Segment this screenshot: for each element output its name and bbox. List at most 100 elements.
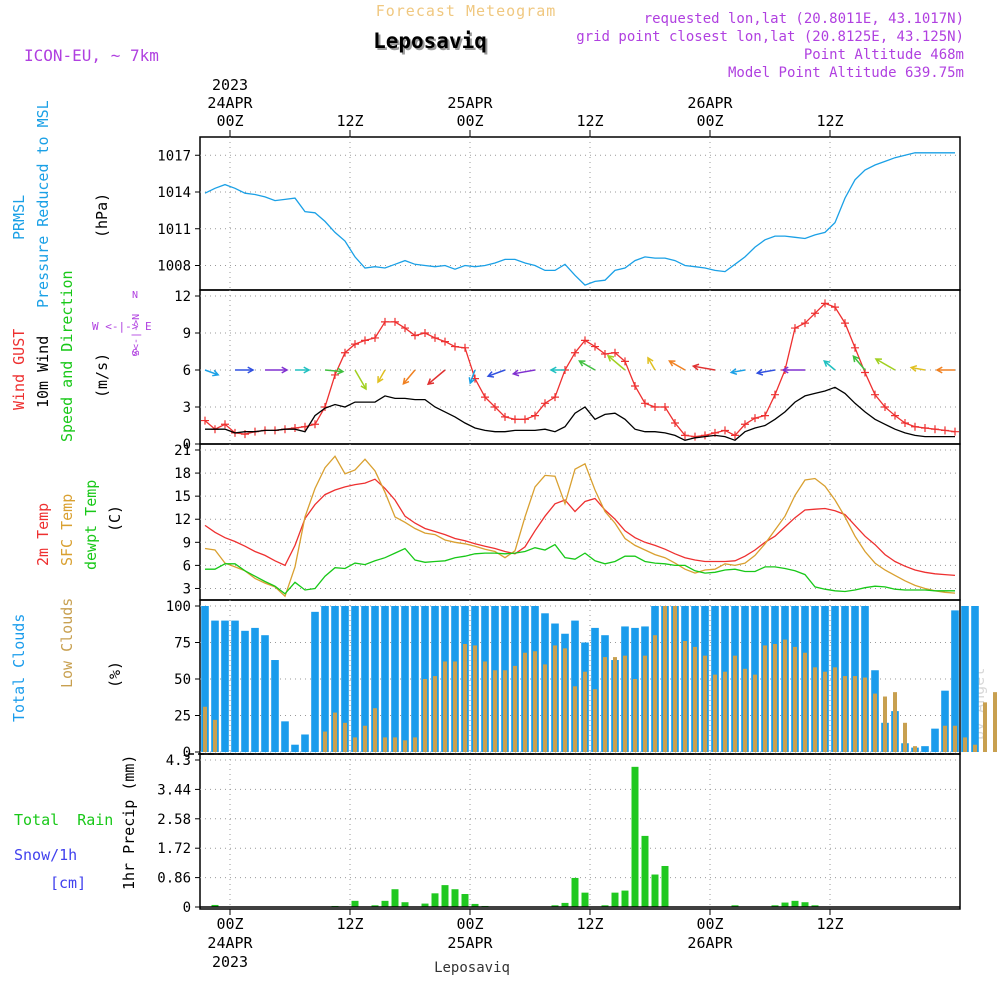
gust-marker bbox=[511, 415, 519, 424]
bar-rain bbox=[391, 889, 399, 907]
wind-ytick-label: 9 bbox=[183, 326, 191, 342]
gust-marker bbox=[831, 303, 839, 312]
requested-coords: requested lon,lat (20.8011E, 43.1017N) bbox=[644, 11, 964, 27]
gust-marker bbox=[361, 336, 369, 345]
gust-marker bbox=[291, 423, 299, 432]
wind-dir-arrowhead bbox=[377, 376, 384, 384]
gust-marker bbox=[371, 333, 379, 342]
bar-low-clouds bbox=[603, 657, 607, 752]
precip-unit: 1hr Precip (mm) bbox=[120, 755, 138, 890]
bar-total-clouds bbox=[331, 606, 339, 752]
wind-dir-arrow bbox=[469, 369, 476, 384]
low-clouds-label: Low Clouds bbox=[58, 598, 76, 688]
temperature-panel: 3 6 9 12 15 18 21 bbox=[174, 443, 961, 601]
bar-total-clouds bbox=[361, 606, 369, 752]
bar-low-clouds bbox=[503, 670, 507, 752]
gust-marker bbox=[601, 349, 609, 358]
bar-low-clouds bbox=[553, 645, 557, 752]
temperature-ytick-label: 15 bbox=[174, 489, 191, 505]
pressure-frame bbox=[199, 136, 961, 291]
gust-marker bbox=[721, 426, 729, 435]
bar-low-clouds bbox=[383, 737, 387, 752]
temperature-ytick-label: 18 bbox=[174, 466, 191, 482]
bar-low-clouds bbox=[323, 731, 327, 752]
bar-rain bbox=[581, 892, 589, 907]
bar-low-clouds bbox=[683, 641, 687, 752]
bar-total-clouds bbox=[381, 606, 389, 752]
bar-low-clouds bbox=[423, 679, 427, 752]
wind-dir-arrow bbox=[875, 358, 896, 371]
footer-location: Leposaviq bbox=[434, 960, 510, 976]
sfc-temp-label: SFC Temp bbox=[58, 494, 76, 566]
wind-dir-arrow bbox=[757, 369, 776, 374]
gust-marker bbox=[411, 331, 419, 340]
bar-low-clouds bbox=[453, 661, 457, 752]
bar-low-clouds bbox=[703, 655, 707, 752]
wind-dir-arrow bbox=[731, 369, 746, 374]
temp-unit: (C) bbox=[106, 505, 124, 532]
bottom-time-label: 00Z bbox=[216, 915, 243, 933]
wind-dir-arrow bbox=[823, 360, 836, 371]
gust-marker bbox=[541, 399, 549, 408]
gust-marker bbox=[881, 403, 889, 411]
wind-dir-arrow bbox=[513, 369, 536, 375]
bar-low-clouds bbox=[353, 737, 357, 752]
wind-dir-arrowhead bbox=[486, 371, 495, 378]
bar-low-clouds bbox=[903, 722, 907, 752]
bar-low-clouds bbox=[213, 719, 217, 752]
bottom-time-label: 12Z bbox=[816, 915, 843, 933]
temperature-ytick-label: 21 bbox=[174, 443, 191, 459]
bar-rain bbox=[661, 865, 669, 907]
bar-low-clouds bbox=[993, 692, 997, 752]
bottom-time-label: 2023 bbox=[212, 953, 248, 971]
wind-dir-arrowhead bbox=[468, 377, 476, 385]
gust-marker bbox=[801, 319, 809, 328]
bar-low-clouds bbox=[963, 737, 967, 752]
total-rain-label: Total Rain bbox=[14, 811, 113, 829]
series-sfc-temp bbox=[204, 455, 956, 598]
snow-unit-label: [cm] bbox=[50, 874, 86, 892]
bar-rain bbox=[421, 903, 429, 907]
bar-low-clouds bbox=[343, 722, 347, 752]
gust-marker bbox=[741, 420, 749, 429]
bar-rain bbox=[551, 905, 559, 907]
bar-low-clouds bbox=[583, 671, 587, 752]
gust-marker bbox=[951, 427, 959, 436]
temperature-frame bbox=[199, 443, 961, 601]
bar-rain bbox=[471, 903, 479, 907]
precip-frame bbox=[199, 753, 961, 910]
top-time-label: 24APR bbox=[207, 94, 253, 112]
gust-marker bbox=[661, 403, 669, 411]
gust-marker bbox=[621, 357, 629, 366]
wind-dir-ns: S<-|->N bbox=[131, 314, 142, 356]
precip-labels: Total Rain Snow/1h [cm] 1hr Precip (mm) bbox=[14, 755, 138, 892]
precip-panel: 0 0.86 1.72 2.58 3.44 4.3 bbox=[157, 753, 961, 916]
wind-dir-arrowhead bbox=[549, 366, 557, 374]
gust-marker bbox=[221, 420, 229, 429]
bar-total-clouds bbox=[271, 660, 279, 752]
prmsl-label: PRMSL bbox=[10, 195, 28, 240]
gust-marker bbox=[441, 337, 449, 346]
top-time-label: 12Z bbox=[336, 112, 363, 130]
gust-marker bbox=[651, 403, 659, 411]
bar-total-clouds bbox=[301, 734, 309, 752]
bar-low-clouds bbox=[663, 606, 667, 752]
bar-rain bbox=[631, 766, 639, 907]
bar-rain bbox=[351, 900, 359, 907]
wind-dir-arrowhead bbox=[212, 369, 220, 377]
bar-low-clouds bbox=[973, 744, 977, 752]
bar-rain bbox=[771, 905, 779, 907]
series-dewpt-temp bbox=[205, 543, 955, 595]
bar-low-clouds bbox=[673, 606, 677, 752]
bar-low-clouds bbox=[363, 725, 367, 752]
bottom-time-label: 12Z bbox=[576, 915, 603, 933]
bar-total-clouds bbox=[351, 606, 359, 752]
wind-dir-arrowhead bbox=[578, 360, 586, 367]
bar-low-clouds bbox=[753, 674, 757, 752]
bar-total-clouds bbox=[371, 606, 379, 752]
clouds-ytick-label: 0 bbox=[183, 745, 191, 761]
bar-rain bbox=[571, 877, 579, 907]
wind-dir-arrowhead bbox=[303, 366, 311, 374]
gust-marker bbox=[571, 348, 579, 357]
